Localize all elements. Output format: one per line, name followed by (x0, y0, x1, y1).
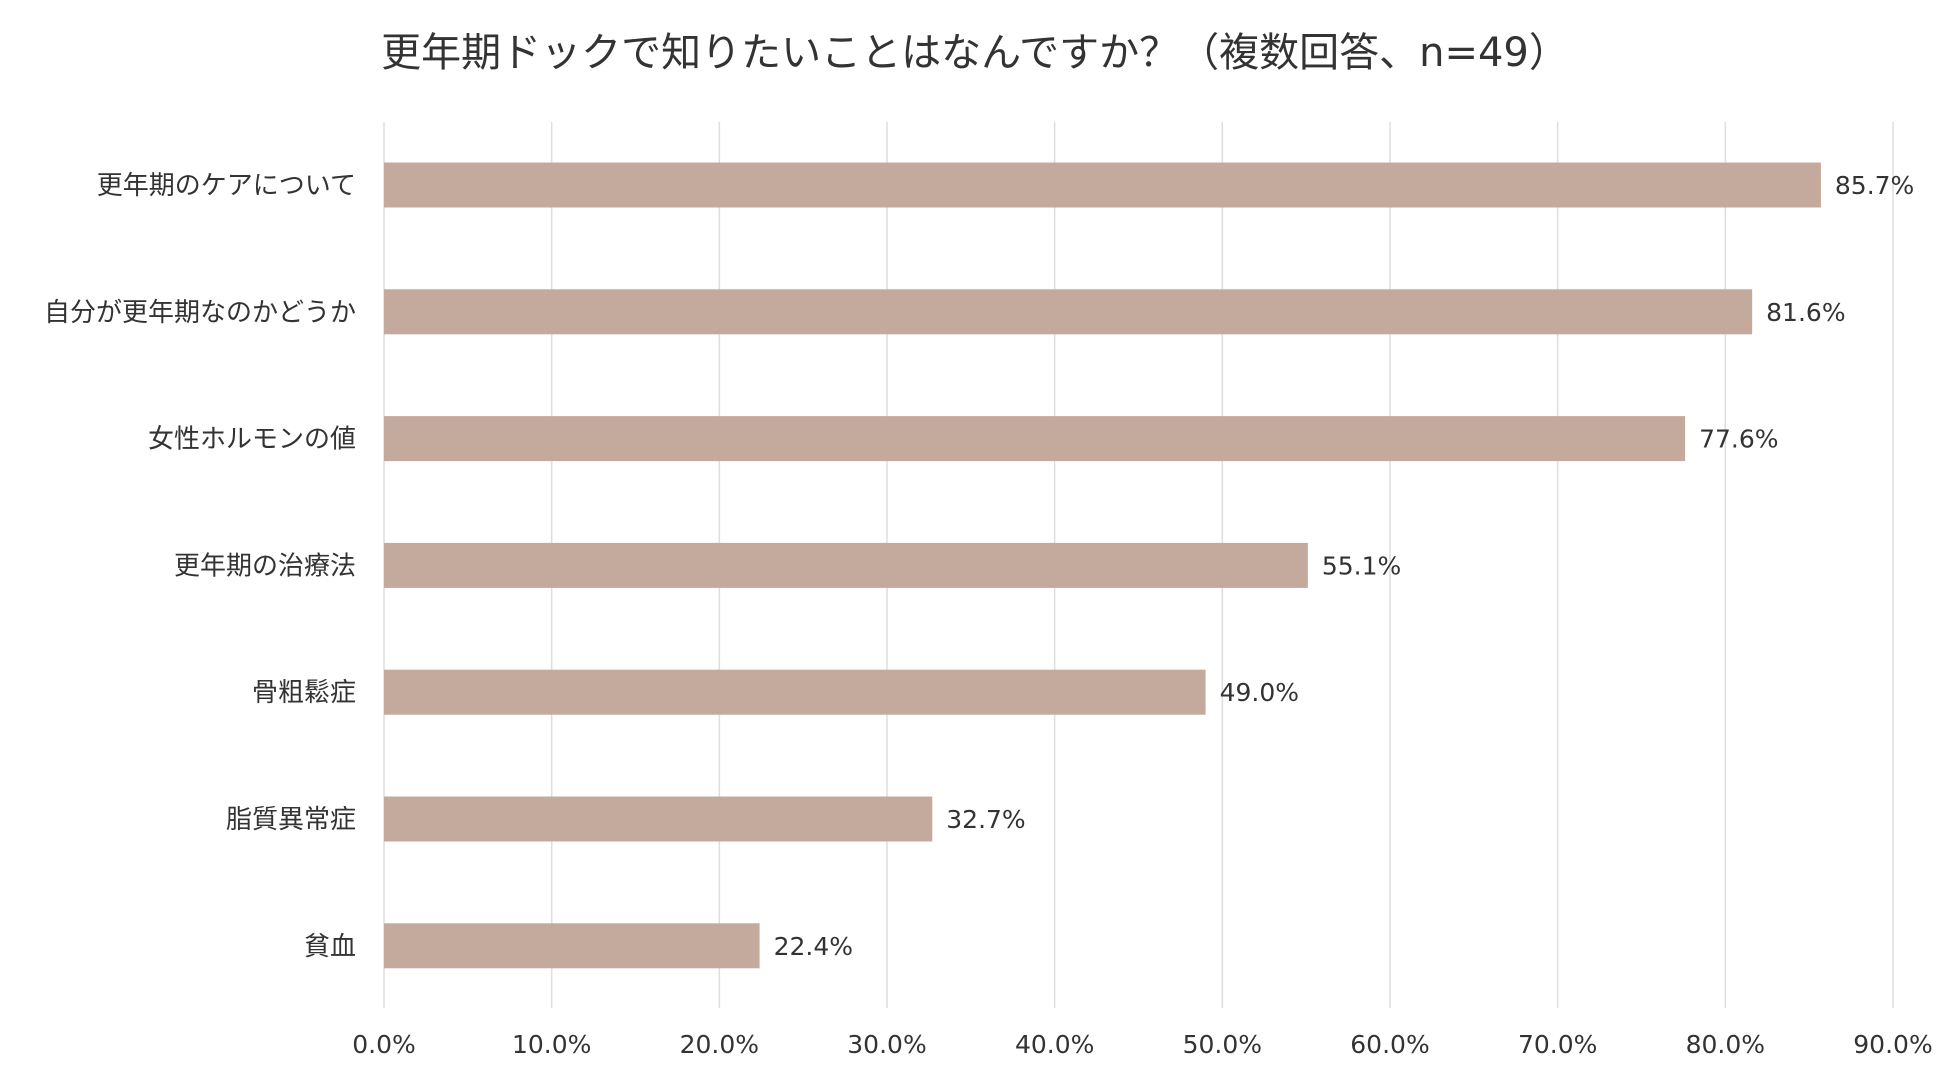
bar (384, 923, 760, 969)
category-label: 更年期の治療法 (174, 551, 356, 581)
category-label: 貧血 (304, 932, 356, 962)
data-label: 77.6% (1699, 425, 1778, 454)
x-tick-label: 70.0% (1518, 1030, 1597, 1059)
bar (384, 669, 1206, 715)
bar (384, 162, 1821, 208)
category-label: 骨粗鬆症 (252, 678, 356, 708)
category-label: 更年期のケアについて (97, 171, 356, 201)
bar (384, 796, 933, 842)
x-tick-label: 50.0% (1183, 1030, 1262, 1059)
x-tick-label: 40.0% (1015, 1030, 1094, 1059)
bar (384, 542, 1308, 588)
x-tick-label: 60.0% (1350, 1030, 1429, 1059)
chart-title: 更年期ドックで知りたいことはなんですか？（複数回答、n=49） (381, 30, 1569, 76)
category-label: 女性ホルモンの値 (148, 425, 356, 455)
category-label: 脂質異常症 (226, 805, 356, 835)
data-label: 22.4% (774, 932, 853, 961)
bars (384, 162, 1821, 969)
category-labels: 更年期のケアについて自分が更年期なのかどうか女性ホルモンの値更年期の治療法骨粗鬆… (44, 171, 356, 962)
x-tick-label: 10.0% (512, 1030, 591, 1059)
x-axis-tick-labels: 0.0% 10.0% 20.0% 30.0% 40.0% 50.0% 60.0% 70.0% 8… (352, 1030, 1932, 1059)
data-label: 55.1% (1322, 551, 1401, 580)
x-tick-label: 80.0% (1686, 1030, 1765, 1059)
x-tick-label: 20.0% (680, 1030, 759, 1059)
data-labels: 85.7% 81.6% 77.6% 55.1% 49.0% 32.7% 22.4% (774, 171, 1915, 961)
x-tick-label: 90.0% (1853, 1030, 1932, 1059)
x-tick-label: 30.0% (847, 1030, 926, 1059)
bar (384, 289, 1753, 335)
bar (384, 416, 1686, 462)
x-tick-label: 0.0% (352, 1030, 416, 1059)
data-label: 49.0% (1220, 678, 1299, 707)
data-label: 85.7% (1835, 171, 1914, 200)
category-label: 自分が更年期なのかどうか (44, 298, 356, 328)
data-label: 32.7% (946, 805, 1025, 834)
data-label: 81.6% (1766, 298, 1845, 327)
